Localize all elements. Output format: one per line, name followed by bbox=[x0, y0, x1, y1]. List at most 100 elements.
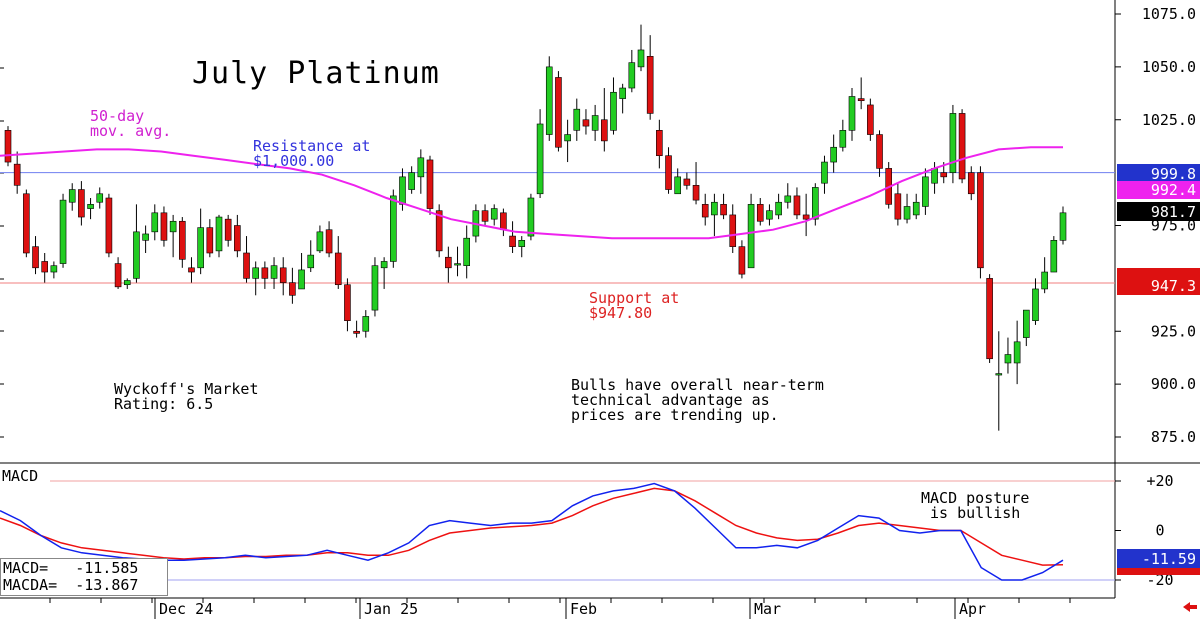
macd-tag: -11.59 bbox=[1117, 549, 1200, 568]
candle bbox=[701, 193, 709, 226]
candle bbox=[509, 221, 516, 253]
candle-body bbox=[646, 55, 654, 114]
candle-body bbox=[390, 195, 397, 262]
macd-tick-label: -20 bbox=[1146, 571, 1173, 589]
candle-body bbox=[96, 193, 104, 203]
candle-body bbox=[234, 225, 241, 252]
candle bbox=[298, 252, 305, 290]
candle bbox=[894, 183, 902, 226]
candle bbox=[1013, 320, 1021, 385]
candle bbox=[747, 193, 755, 269]
candle-body bbox=[252, 267, 259, 279]
candle-body bbox=[775, 201, 782, 216]
candle-body bbox=[279, 267, 287, 283]
candles-group bbox=[4, 24, 1067, 431]
candle-body bbox=[362, 316, 370, 332]
candle bbox=[353, 320, 360, 338]
candle-body bbox=[454, 263, 461, 266]
candle bbox=[371, 257, 379, 317]
candle bbox=[830, 134, 837, 173]
candle bbox=[949, 104, 957, 184]
candle-body bbox=[435, 210, 443, 252]
date-tick-label: Dec 24 bbox=[159, 600, 213, 618]
candle bbox=[784, 183, 792, 209]
candle bbox=[78, 181, 85, 226]
candle bbox=[234, 214, 241, 258]
macd-tick-group: +20 0 -20 bbox=[1115, 472, 1174, 589]
candle bbox=[848, 88, 856, 141]
candle-body bbox=[23, 193, 30, 254]
date-tick-label: Apr bbox=[959, 600, 986, 618]
candle bbox=[59, 193, 67, 268]
candle-body bbox=[371, 265, 379, 311]
candle-body bbox=[940, 172, 948, 178]
candle-body bbox=[224, 218, 232, 241]
candle bbox=[518, 236, 526, 258]
candle-body bbox=[729, 214, 737, 247]
candle-body bbox=[527, 197, 535, 237]
candle-body bbox=[867, 104, 874, 135]
candle-body bbox=[756, 204, 764, 222]
candle bbox=[215, 214, 223, 258]
date-tick-label: Jan 25 bbox=[364, 600, 418, 618]
candle bbox=[41, 252, 48, 283]
candle bbox=[490, 204, 498, 226]
candle bbox=[582, 109, 590, 135]
candle-body bbox=[481, 210, 489, 222]
candle bbox=[555, 71, 562, 152]
candle-body bbox=[1013, 341, 1021, 364]
candle bbox=[206, 219, 214, 258]
candle bbox=[637, 24, 645, 72]
candle-body bbox=[87, 204, 94, 209]
candle-body bbox=[793, 195, 801, 216]
candle bbox=[1059, 206, 1067, 245]
candle-body bbox=[665, 155, 672, 190]
candle bbox=[656, 119, 663, 169]
candle-body bbox=[812, 187, 819, 220]
macd-panel-title: MACD bbox=[2, 467, 38, 485]
candle bbox=[307, 240, 315, 273]
candle bbox=[839, 119, 847, 152]
candle-body bbox=[408, 172, 415, 190]
candle-body bbox=[637, 49, 645, 68]
candle-body bbox=[738, 246, 746, 275]
candle-body bbox=[59, 199, 67, 264]
candle-body bbox=[243, 252, 250, 279]
candle bbox=[417, 149, 425, 194]
candle-body bbox=[68, 189, 76, 203]
candle-body bbox=[628, 62, 636, 89]
candle bbox=[564, 119, 571, 163]
candle bbox=[316, 225, 324, 253]
candle-body bbox=[536, 123, 544, 195]
candle bbox=[1032, 278, 1039, 325]
candle bbox=[243, 236, 250, 283]
candle-body bbox=[894, 193, 902, 220]
candle bbox=[380, 257, 388, 289]
candle bbox=[995, 331, 1003, 431]
candle bbox=[224, 214, 232, 247]
price-tick-label: 1050.0 bbox=[1142, 58, 1196, 76]
support-tag-text: 947.3 bbox=[1151, 277, 1196, 295]
candle bbox=[591, 104, 599, 141]
candle-body bbox=[545, 66, 553, 135]
candle-body bbox=[188, 267, 195, 273]
candle-body bbox=[353, 330, 360, 334]
candle bbox=[683, 172, 691, 190]
candle-body bbox=[619, 87, 626, 99]
rating-note: Wyckoff's Market Rating: 6.5 bbox=[114, 380, 259, 413]
candle bbox=[977, 166, 984, 279]
candle-body bbox=[967, 172, 975, 195]
candle bbox=[151, 204, 159, 241]
candle bbox=[463, 225, 470, 279]
candle-body bbox=[399, 176, 406, 205]
candle bbox=[289, 267, 296, 304]
candle bbox=[986, 274, 993, 363]
macd-tag-text: -11.59 bbox=[1142, 550, 1196, 568]
candle-body bbox=[683, 178, 691, 186]
scroll-left-arrow-icon[interactable] bbox=[1183, 602, 1197, 612]
candle-body bbox=[784, 195, 792, 203]
candle bbox=[362, 310, 370, 338]
candle bbox=[179, 217, 186, 268]
candle-body bbox=[573, 108, 581, 131]
candle-body bbox=[857, 98, 865, 102]
